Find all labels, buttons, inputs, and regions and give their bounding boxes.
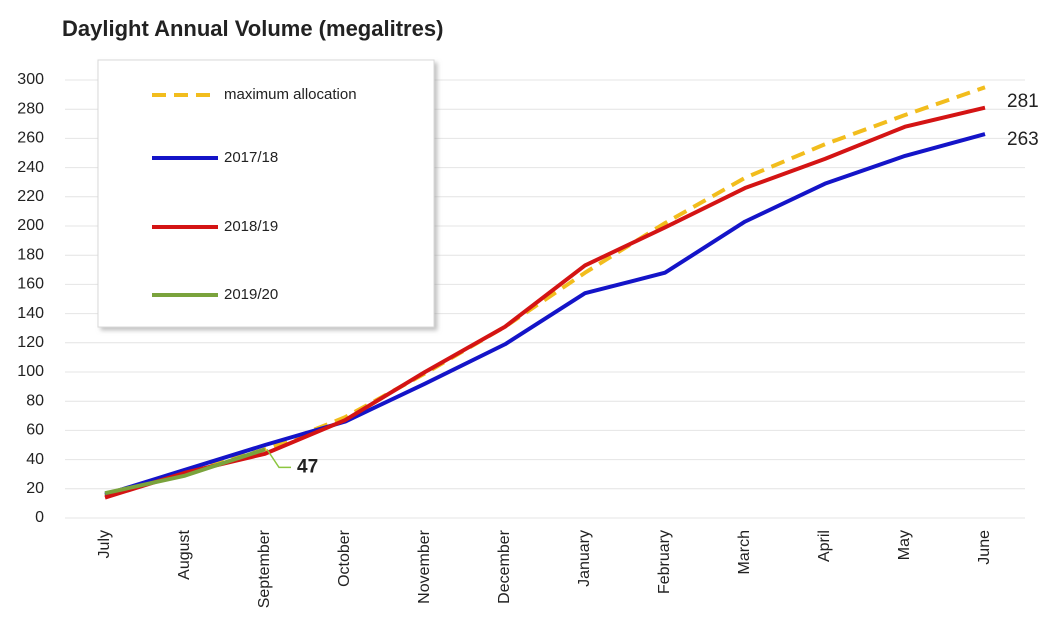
y-tick-label: 20 [26, 480, 44, 497]
legend: maximum allocation 2017/18 2018/19 2019/20 [97, 59, 435, 328]
x-tick-label: June [976, 530, 993, 565]
chart-title: Daylight Annual Volume (megalitres) [62, 16, 443, 41]
legend-label: 2018/19 [224, 218, 278, 235]
legend-box [97, 59, 435, 328]
x-tick-label: December [496, 529, 513, 603]
y-tick-label: 140 [17, 305, 44, 322]
x-tick-label: October [336, 529, 353, 587]
legend-label: 2019/20 [224, 286, 278, 303]
data-label: 281 [1007, 91, 1039, 112]
y-tick-label: 220 [17, 188, 44, 205]
y-tick-label: 280 [17, 100, 44, 117]
data-line [104, 132, 986, 497]
legend-label: 2017/18 [224, 149, 278, 166]
data-line [104, 105, 986, 500]
y-tick-label: 180 [17, 246, 44, 263]
y-tick-label: 300 [17, 71, 44, 88]
y-tick-label: 0 [35, 509, 44, 526]
x-tick-label: April [816, 530, 833, 562]
x-tick-label: July [96, 530, 113, 558]
x-tick-label: January [576, 530, 593, 587]
data-label: 47 [297, 456, 318, 477]
y-tick-label: 60 [26, 422, 44, 439]
legend-label: maximum allocation [224, 86, 357, 103]
y-tick-label: 240 [17, 159, 44, 176]
leader-line [266, 448, 291, 469]
x-tick-label: November [416, 529, 433, 603]
x-tick-label: August [176, 529, 193, 579]
y-tick-label: 120 [17, 334, 44, 351]
data-label: 263 [1007, 129, 1039, 150]
y-tick-label: 260 [17, 130, 44, 147]
y-tick-label: 200 [17, 217, 44, 234]
x-tick-label: February [656, 530, 673, 594]
y-tick-label: 160 [17, 276, 44, 293]
y-tick-label: 80 [26, 392, 44, 409]
data-line [104, 447, 266, 496]
y-tick-label: 40 [26, 451, 44, 468]
x-tick-label: May [896, 530, 913, 560]
y-tick-label: 100 [17, 363, 44, 380]
x-tick-label: September [256, 529, 273, 608]
data-line [104, 85, 986, 499]
x-tick-label: March [736, 530, 753, 574]
